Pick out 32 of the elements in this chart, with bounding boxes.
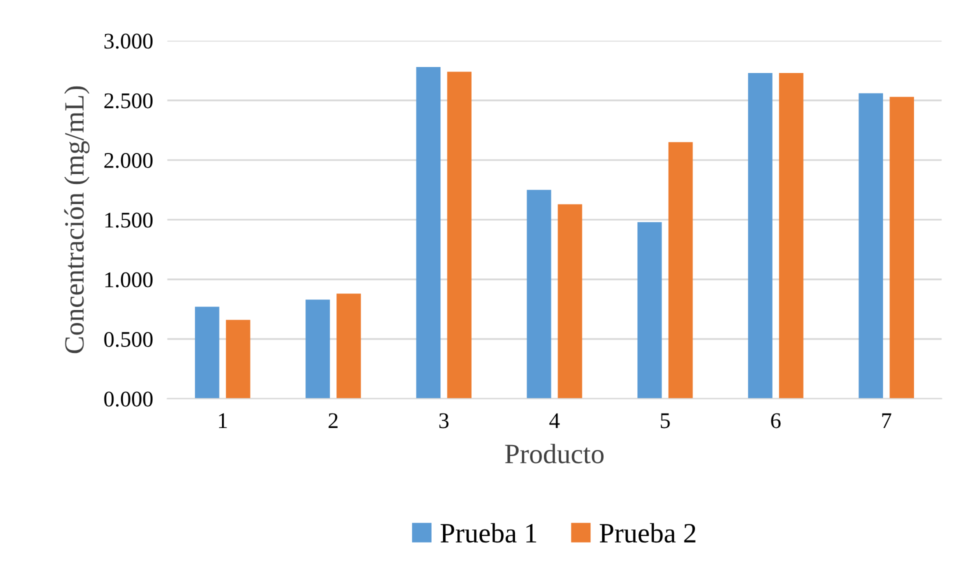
y-tick-label: 3.000 [104,34,153,49]
y-axis-title: Concentración (mg/mL) [64,86,90,354]
bar [668,142,693,399]
legend-label: Prueba 2 [600,523,696,543]
x-tick-label: 5 [660,413,670,428]
bar [447,72,472,399]
x-tick-label: 4 [549,413,560,428]
legend-label: Prueba 1 [440,523,536,543]
x-tick-label: 3 [439,413,449,428]
bar [890,96,914,399]
bar [637,222,662,399]
bar [306,300,330,399]
x-tick-label: 2 [328,413,338,428]
y-tick-label: 1.000 [105,272,153,288]
y-tick-label: 0.500 [104,332,153,348]
y-tick-label: 2.500 [104,93,153,108]
bar [226,320,250,399]
bar [779,72,804,399]
bar [194,306,220,399]
x-tick-label: 6 [771,413,781,428]
y-tick-label: 1.500 [105,212,153,228]
bar [416,66,441,399]
x-tick-label: 7 [882,413,892,428]
bar [558,204,582,399]
bar [526,190,552,399]
bar [336,294,361,399]
y-tick-label: 0.000 [104,392,153,407]
x-axis-title: Producto [505,444,604,464]
y-tick-label: 2.000 [104,152,153,168]
bar [858,93,884,399]
x-tick-label: 1 [219,413,227,428]
bar [748,72,772,399]
